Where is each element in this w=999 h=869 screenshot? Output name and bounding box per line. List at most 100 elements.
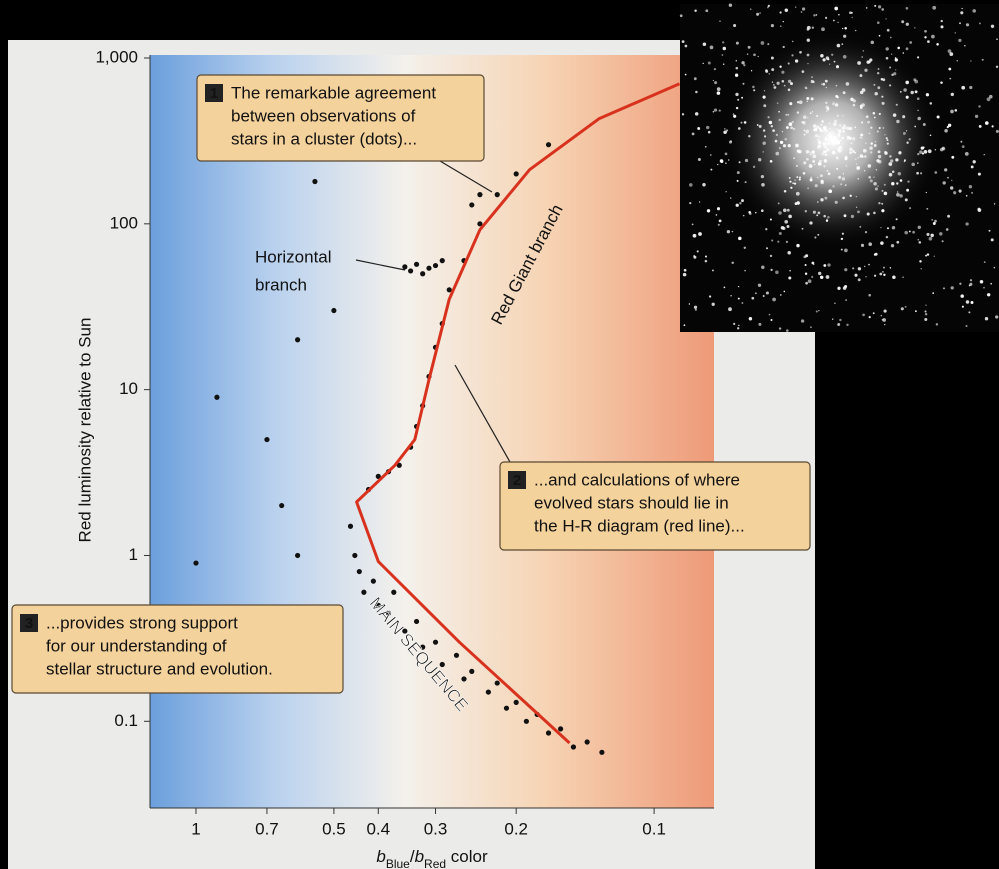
photo-star [947,49,952,53]
photo-star [763,90,766,92]
star-point [494,680,500,686]
photo-star [796,243,800,248]
photo-star [694,308,697,311]
photo-star [821,152,825,156]
photo-star [736,179,739,182]
photo-star [870,40,875,45]
photo-star [767,116,770,119]
photo-star [762,95,766,99]
photo-star [868,316,871,319]
photo-star [817,211,821,215]
photo-star [820,198,824,202]
photo-star [758,124,762,128]
photo-star [902,131,906,135]
photo-star [790,186,793,189]
star-point [584,739,590,745]
star-point [432,639,439,645]
photo-star [794,179,796,181]
photo-star [826,134,829,137]
x-axis-title-part: b [376,847,385,866]
photo-star [978,124,982,128]
photo-star [822,130,825,133]
photo-star [924,312,928,316]
annotation-text: stellar structure and evolution. [46,659,273,678]
y-tick-label: 10 [119,379,138,398]
photo-star [877,86,881,90]
photo-star [819,275,824,280]
photo-star [824,79,828,83]
photo-star [763,104,767,108]
photo-star [789,180,792,183]
photo-star [694,112,699,116]
photo-star [793,182,797,185]
annotation-text: evolved stars should lie in [534,493,729,512]
photo-star [977,208,982,212]
photo-star [756,124,759,126]
photo-star [762,295,765,297]
photo-star [780,225,785,230]
photo-star [861,56,864,58]
photo-star [878,112,881,116]
photo-star [792,127,796,131]
photo-star [827,172,831,176]
photo-star [889,84,892,87]
photo-star [825,129,828,132]
photo-star [780,25,782,27]
photo-star [695,90,698,94]
star-point [391,589,397,595]
photo-star [761,265,765,269]
photo-star [865,115,869,119]
photo-star [888,172,893,177]
photo-star [954,109,958,112]
photo-star [778,231,782,236]
photo-star [694,9,697,12]
star-point [402,264,408,270]
photo-star [782,20,784,23]
photo-star [950,286,954,290]
photo-star [883,273,886,277]
photo-star [730,197,732,199]
photo-star [754,292,757,295]
photo-star [877,185,879,187]
photo-star [735,41,739,45]
photo-star [944,129,948,133]
photo-star [895,103,898,106]
photo-star [964,152,969,156]
photo-star [724,128,726,130]
photo-star [832,102,836,106]
photo-star [728,159,730,161]
photo-star [961,305,964,308]
photo-star [753,53,756,57]
photo-star [735,106,739,110]
photo-star [824,132,827,134]
photo-star [811,275,814,279]
photo-star [683,324,686,327]
photo-star [736,171,740,175]
photo-star [881,202,884,205]
photo-star [787,251,791,255]
photo-star [813,129,816,131]
photo-star [978,22,981,25]
photo-star [735,92,739,97]
photo-star [821,27,825,32]
photo-star [726,230,731,234]
photo-star [768,73,770,75]
photo-star [844,157,848,161]
photo-star [845,82,850,86]
photo-star [960,294,964,298]
photo-star [883,309,887,313]
photo-star [924,36,927,39]
photo-star [805,281,808,285]
photo-star [855,195,858,198]
photo-star [884,150,887,154]
photo-star [995,65,999,68]
photo-star [908,230,911,233]
photo-star [822,82,826,86]
photo-star [857,156,860,159]
photo-star [786,329,789,332]
photo-star [790,126,793,130]
photo-star [785,126,789,129]
photo-star [788,122,793,127]
photo-star [947,176,949,179]
photo-star [939,232,943,236]
